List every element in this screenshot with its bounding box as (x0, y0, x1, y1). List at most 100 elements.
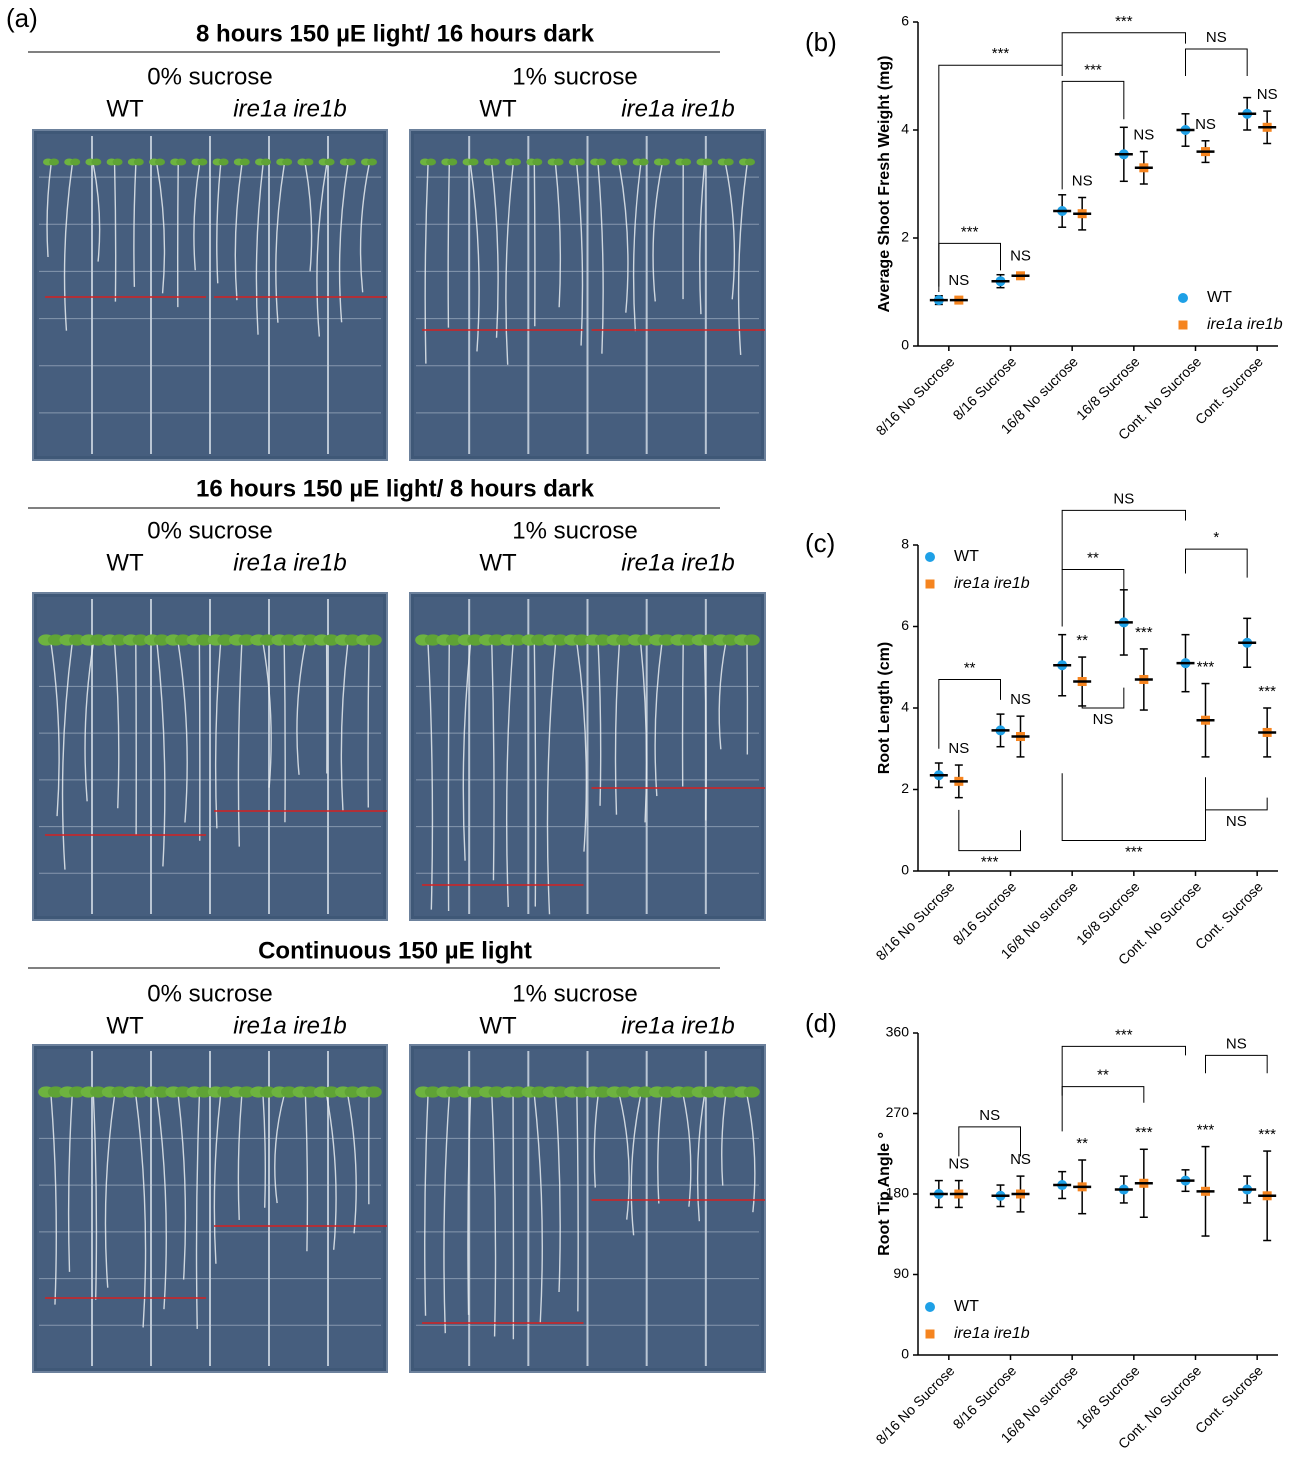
seedling (239, 158, 250, 166)
legend-label: WT (954, 1298, 979, 1315)
root (576, 642, 588, 852)
root (213, 1094, 222, 1264)
significance-label: NS (1072, 172, 1093, 189)
bracket-label: *** (1125, 843, 1143, 860)
treatment-label: 0% sucrose (147, 980, 272, 1007)
section-title: Continuous 150 µE light (258, 937, 532, 964)
legend-marker (925, 1302, 935, 1312)
bracket (1061, 80, 1125, 190)
bracket-label: NS (1113, 490, 1134, 507)
root (176, 164, 179, 308)
root (340, 642, 349, 811)
bracket-label: NS (1093, 711, 1114, 728)
seedling (594, 1086, 611, 1098)
root (491, 642, 495, 881)
seedling (511, 158, 522, 166)
root (92, 1094, 98, 1300)
x-tick-label: 16/8 Sucrose (1073, 878, 1143, 948)
seedling (217, 634, 234, 646)
treatment-label: 1% sucrose (512, 517, 637, 544)
significance-label: NS (948, 272, 969, 289)
root (725, 164, 736, 300)
root (639, 642, 648, 823)
root (262, 642, 272, 788)
seedling (281, 1086, 297, 1098)
root (491, 1094, 497, 1337)
root (367, 642, 370, 808)
root (133, 164, 137, 287)
significance-label: NS (1010, 1151, 1031, 1168)
seedling (132, 1086, 149, 1098)
root (113, 164, 117, 302)
root (156, 642, 166, 867)
y-axis-title: Root Length (cm) (876, 642, 893, 774)
significance-label: *** (1258, 683, 1276, 700)
bracket-label: *** (1115, 13, 1133, 30)
y-tick-label: 6 (901, 13, 909, 29)
bracket (958, 809, 1021, 852)
seedling (90, 634, 107, 646)
significance-label: *** (1258, 1126, 1276, 1143)
seedling (111, 1086, 128, 1098)
seedling (238, 1086, 255, 1098)
seedling (345, 158, 356, 166)
root (304, 164, 313, 272)
root (657, 1094, 663, 1204)
significance-label: NS (948, 740, 969, 757)
seedling (90, 1086, 107, 1098)
seedling (259, 634, 276, 646)
seedling (745, 158, 755, 166)
root (262, 1094, 266, 1208)
root (427, 642, 434, 910)
bracket (1061, 1045, 1186, 1096)
seedling (302, 634, 319, 646)
root (696, 1094, 706, 1222)
bracket-label: NS (1226, 1035, 1247, 1052)
seedling (69, 1086, 85, 1098)
seedling (637, 1086, 654, 1098)
root (61, 642, 73, 870)
root (737, 164, 748, 356)
root (614, 642, 621, 815)
seedling (552, 1086, 569, 1098)
bracket-label: NS (1206, 29, 1227, 46)
significance-label: ** (1076, 632, 1088, 649)
root (576, 1094, 579, 1312)
seedling (91, 158, 102, 166)
x-tick-label: 8/16 No Sucrose (873, 1362, 958, 1447)
root (533, 642, 537, 907)
root (462, 642, 472, 861)
bracket (1081, 687, 1125, 709)
bracket-label: ** (1087, 549, 1099, 566)
legend-marker (1178, 320, 1188, 330)
seedling (489, 158, 500, 166)
seedling (574, 158, 585, 166)
x-tick-label: 8/16 Sucrose (950, 353, 1020, 423)
seedling (743, 634, 760, 646)
seedling (701, 634, 718, 646)
y-tick-label: 0 (901, 862, 909, 878)
seedling (111, 634, 128, 646)
section-title: 8 hours 150 µE light/ 16 hours dark (196, 20, 595, 47)
root (443, 1094, 450, 1334)
seedling (324, 158, 335, 166)
genotype-label: WT (106, 549, 144, 576)
y-tick-label: 6 (901, 617, 909, 633)
seedling (365, 634, 382, 646)
panel-label: (b) (805, 27, 837, 57)
seedling (552, 634, 569, 646)
root (447, 642, 450, 911)
seedling (447, 158, 458, 166)
seedling (467, 1086, 484, 1098)
root (255, 164, 264, 335)
bracket-label: NS (1226, 813, 1247, 830)
root (92, 164, 101, 262)
seedling (47, 634, 64, 646)
section-title: 16 hours 150 µE light/ 8 hours dark (196, 475, 595, 502)
root (347, 1094, 357, 1234)
y-tick-label: 270 (886, 1104, 910, 1120)
seedling (509, 634, 526, 646)
root (618, 1094, 630, 1220)
significance-label: *** (1197, 1122, 1215, 1139)
